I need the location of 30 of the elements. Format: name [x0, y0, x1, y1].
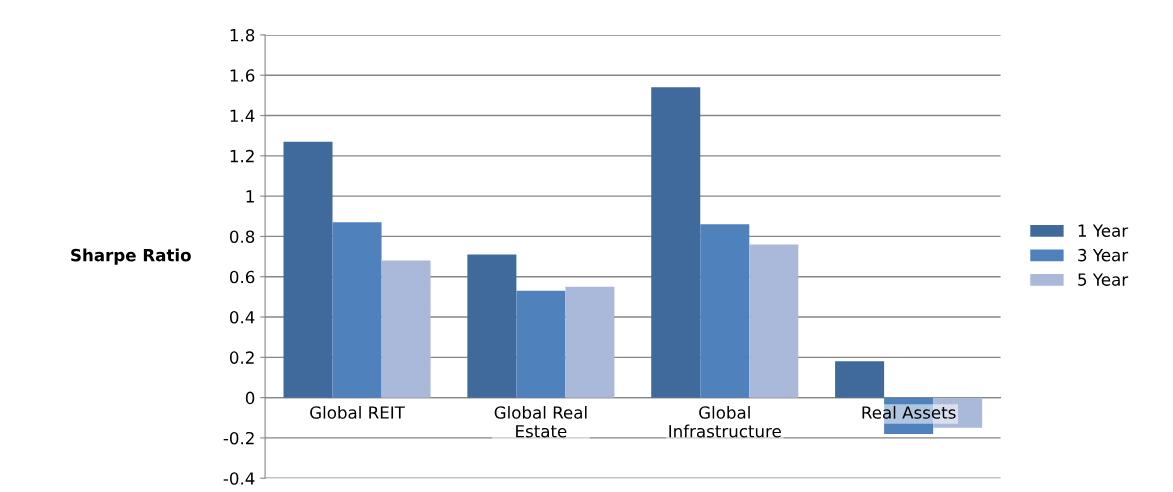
- y-tick-label: 1.4: [230, 109, 255, 122]
- y-tick-label: 1.6: [230, 69, 255, 82]
- bar: [565, 286, 615, 398]
- legend-label: 3 Year: [1078, 248, 1129, 262]
- y-tick-label: 0.6: [229, 270, 255, 284]
- bar: [381, 260, 431, 398]
- y-tick-label: 1: [246, 190, 254, 203]
- bar: [700, 224, 750, 398]
- x-tick-label: Real Assets: [862, 405, 956, 419]
- x-tick-label: Global Infrastructure: [669, 405, 781, 438]
- y-tick-label: -0.4: [223, 472, 255, 485]
- bar: [332, 222, 382, 398]
- bar: [516, 290, 566, 398]
- y-tick-label: 0.4: [229, 310, 255, 324]
- y-tick-label: 1.2: [230, 149, 254, 163]
- legend-label: 1 Year: [1078, 224, 1129, 237]
- bar: [283, 141, 333, 398]
- bar: [835, 361, 885, 398]
- bar: [749, 244, 799, 398]
- y-tick-label: 0.8: [229, 230, 255, 243]
- y-tick-label: 1.8: [230, 28, 255, 42]
- y-axis-title: Sharpe Ratio: [71, 248, 191, 265]
- y-tick-label: 0: [245, 391, 255, 405]
- x-tick-label: Global REIT: [310, 405, 405, 419]
- x-tick-label: Global Real Estate: [494, 405, 587, 438]
- y-tick-label: 0.2: [229, 351, 254, 364]
- y-tick-label: -0.2: [223, 431, 254, 445]
- bar: [651, 87, 701, 398]
- bar: [467, 254, 517, 398]
- legend-label: 5 Year: [1078, 273, 1129, 286]
